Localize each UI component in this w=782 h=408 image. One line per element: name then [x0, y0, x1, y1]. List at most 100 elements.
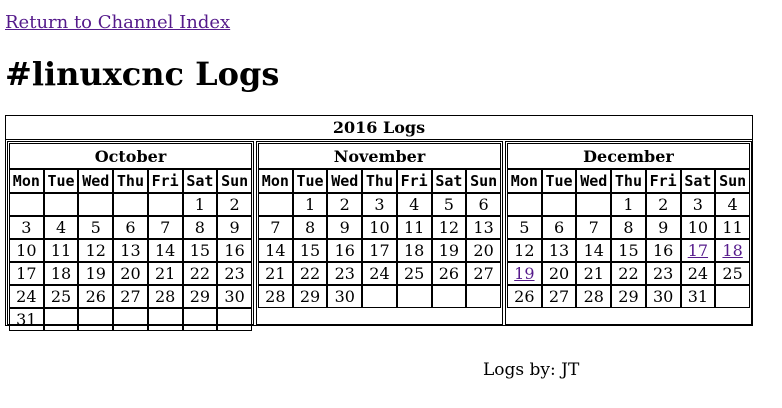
week-row: 10 11 12 13 14 15 16 — [9, 239, 252, 262]
day-cell: 29 — [182, 285, 218, 308]
day-cell: 21 — [147, 262, 183, 285]
day-cell: 6 — [541, 216, 577, 239]
day-cell: 1 — [292, 193, 328, 216]
day-cell: 2 — [217, 193, 252, 216]
weekday-header: Thu — [611, 169, 646, 193]
day-cell: 7 — [147, 216, 183, 239]
day-cell: 23 — [645, 262, 681, 285]
empty-day-cell — [431, 285, 467, 308]
day-log-link[interactable]: 19 — [514, 264, 535, 283]
empty-day-cell — [396, 285, 432, 308]
weekday-header: Tue — [292, 169, 328, 193]
weekday-header: Sun — [466, 169, 501, 193]
day-cell: 15 — [611, 239, 646, 262]
week-row: 24 25 26 27 28 29 30 — [9, 285, 252, 308]
empty-day-cell — [9, 193, 44, 216]
day-cell: 21 — [576, 262, 612, 285]
day-cell: 1 — [611, 193, 646, 216]
empty-day-cell — [113, 308, 148, 331]
month-name: October — [9, 143, 252, 169]
day-cell: 24 — [362, 262, 397, 285]
day-cell: 17 — [9, 262, 44, 285]
empty-day-cell — [258, 193, 293, 216]
day-cell: 14 — [258, 239, 293, 262]
day-cell: 11 — [396, 216, 432, 239]
empty-day-cell — [217, 308, 252, 331]
day-cell: 5 — [78, 216, 114, 239]
day-cell: 25 — [396, 262, 432, 285]
day-cell: 11 — [715, 216, 750, 239]
weekday-header: Sat — [680, 169, 716, 193]
weekday-header: Sun — [217, 169, 252, 193]
day-cell: 12 — [431, 216, 467, 239]
footer-credits: Logs by: JT — [483, 360, 580, 380]
month-calendar-table: October Mon Tue Wed Thu Fri Sat Sun 1 2 3 4 5 6 7 8 9 10 1… — [9, 143, 252, 331]
empty-day-cell — [541, 193, 577, 216]
empty-day-cell — [715, 285, 750, 308]
day-cell: 27 — [113, 285, 148, 308]
day-cell: 2 — [327, 193, 363, 216]
year-title: 2016 Logs — [6, 116, 752, 140]
weekday-header: Sat — [182, 169, 218, 193]
empty-day-cell — [182, 308, 218, 331]
day-cell: 28 — [576, 285, 612, 308]
weekday-header: Mon — [507, 169, 542, 193]
day-log-link[interactable]: 18 — [722, 241, 743, 260]
week-row: 19 20 21 22 23 24 25 — [507, 262, 750, 285]
day-cell: 13 — [113, 239, 148, 262]
weekday-header: Fri — [645, 169, 681, 193]
day-cell: 14 — [147, 239, 183, 262]
day-cell: 16 — [645, 239, 681, 262]
empty-day-cell — [466, 285, 501, 308]
week-row: 31 — [9, 308, 252, 331]
weekday-header: Mon — [9, 169, 44, 193]
month-october: October Mon Tue Wed Thu Fri Sat Sun 1 2 3 4 5 6 7 8 9 10 1… — [7, 141, 254, 331]
day-cell: 3 — [9, 216, 44, 239]
day-cell: 12 — [78, 239, 114, 262]
day-cell: 10 — [680, 216, 716, 239]
day-cell: 23 — [217, 262, 252, 285]
day-cell: 2 — [645, 193, 681, 216]
day-cell: 23 — [327, 262, 363, 285]
return-to-channel-index-link[interactable]: Return to Channel Index — [5, 12, 231, 33]
day-cell: 18 — [715, 239, 750, 262]
day-cell: 3 — [680, 193, 716, 216]
week-row: 14 15 16 17 18 19 20 — [258, 239, 501, 262]
empty-day-cell — [43, 193, 79, 216]
weekday-header: Fri — [147, 169, 183, 193]
day-cell: 8 — [292, 216, 328, 239]
day-cell: 27 — [466, 262, 501, 285]
day-cell: 22 — [182, 262, 218, 285]
weekday-header: Sat — [431, 169, 467, 193]
day-cell: 31 — [9, 308, 44, 331]
day-cell: 4 — [396, 193, 432, 216]
day-cell: 26 — [431, 262, 467, 285]
weekday-header: Wed — [78, 169, 114, 193]
day-cell: 20 — [466, 239, 501, 262]
day-cell: 26 — [507, 285, 542, 308]
day-cell: 9 — [327, 216, 363, 239]
weekday-header: Tue — [541, 169, 577, 193]
month-calendar-table: November Mon Tue Wed Thu Fri Sat Sun 1 2 3 4 5 6 7 8 9 10… — [258, 143, 501, 308]
week-row: 28 29 30 — [258, 285, 501, 308]
day-cell: 28 — [147, 285, 183, 308]
calendar-container: 2016 Logs October Mon Tue Wed Thu Fri Sat Sun 1 2… — [5, 115, 753, 331]
day-cell: 1 — [182, 193, 218, 216]
day-cell: 3 — [362, 193, 397, 216]
day-cell: 20 — [113, 262, 148, 285]
day-log-link[interactable]: 17 — [687, 241, 709, 260]
day-cell: 8 — [611, 216, 646, 239]
day-cell: 26 — [78, 285, 114, 308]
month-name: December — [507, 143, 750, 169]
day-cell: 30 — [217, 285, 252, 308]
empty-day-cell — [576, 193, 612, 216]
empty-day-cell — [147, 193, 183, 216]
day-cell: 7 — [258, 216, 293, 239]
day-cell: 9 — [645, 216, 681, 239]
day-cell: 11 — [43, 239, 79, 262]
day-cell: 4 — [43, 216, 79, 239]
empty-day-cell — [78, 193, 114, 216]
month-calendar-table: December Mon Tue Wed Thu Fri Sat Sun 1 2 3 4 5 6 7 8 9 10… — [507, 143, 750, 308]
